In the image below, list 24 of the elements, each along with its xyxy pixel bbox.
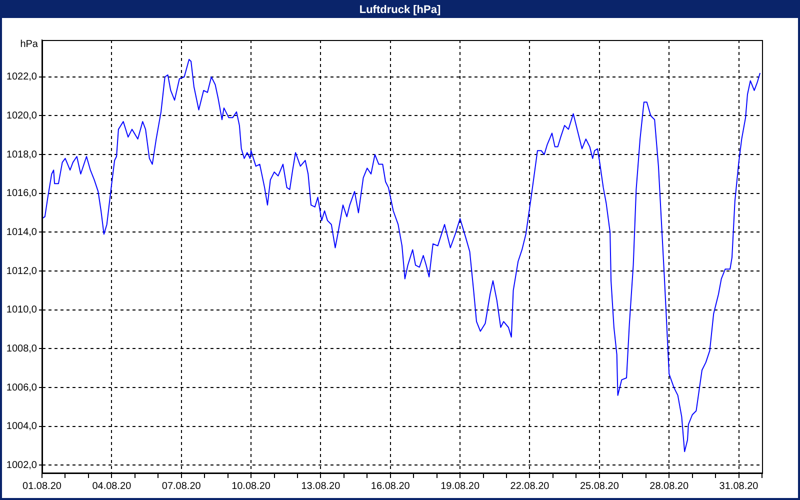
x-tick-label: 16.08.20 [370,480,410,492]
x-tick-label: 01.08.20 [22,480,62,492]
x-tick-label: 22.08.20 [510,480,550,492]
y-tick-label: 1022,0 [6,72,38,83]
y-tick-label: 1020,0 [6,110,38,122]
x-tick-label: 25.08.20 [580,480,620,492]
y-tick-label: 1004,0 [6,421,38,432]
y-tick-label: 1008,0 [6,343,38,354]
y-tick-label: 1006,0 [6,382,38,394]
y-tick-label: 1002,0 [6,460,38,471]
x-tick-label: 31.08.20 [719,480,759,492]
x-tick-label: 19.08.20 [440,480,480,492]
y-tick-label: 1012,0 [6,266,38,277]
y-tick-label: 1014,0 [6,226,38,238]
y-tick-label: 1010,0 [6,304,38,316]
x-tick-label: 13.08.20 [301,480,341,492]
x-tick-label: 10.08.20 [232,480,271,492]
x-tick-label: 28.08.20 [650,480,689,492]
chart-title: Luftdruck [hPa] [2,2,798,18]
y-tick-label: 1018,0 [6,149,38,160]
x-tick-label: 04.08.20 [92,480,132,492]
y-axis-title: hPa [20,38,38,50]
x-tick-label: 07.08.20 [162,480,202,492]
y-tick-label: 1016,0 [6,188,38,200]
